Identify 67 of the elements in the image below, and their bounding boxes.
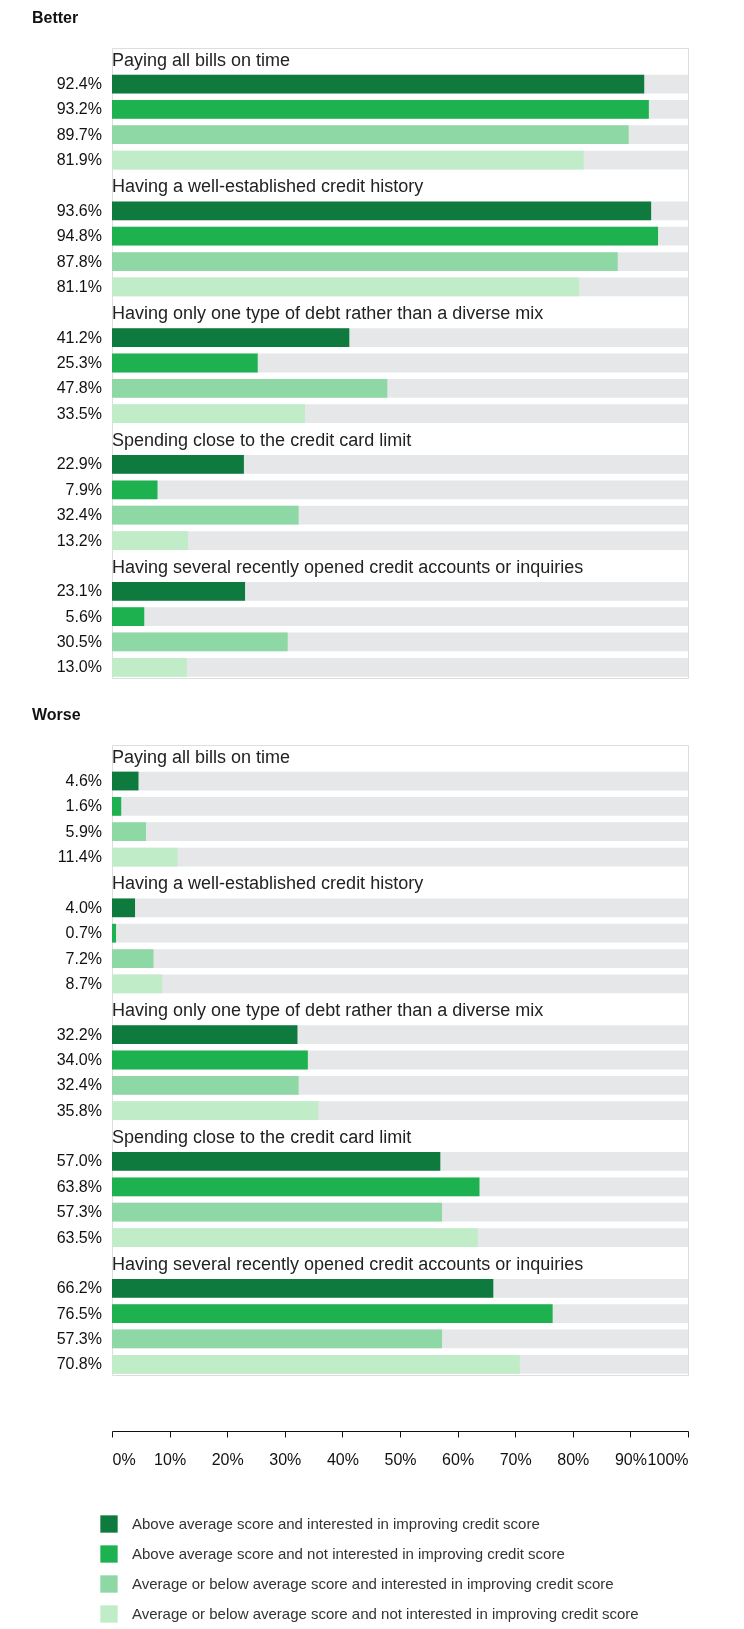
data-label: 5.6%	[65, 607, 102, 625]
legend-label: Above average score and interested in improving credit score	[132, 1515, 540, 1532]
data-label: 13.0%	[56, 658, 102, 676]
x-tick-label: 10%	[154, 1450, 187, 1468]
y-tick-label: Having several recently opened credit accounts or inquiries	[112, 556, 584, 577]
x-tick-label: 60%	[442, 1450, 475, 1468]
data-label: 22.9%	[56, 455, 102, 473]
data-label: 63.8%	[56, 1177, 102, 1195]
legend-label: Average or below average score and not interested in improving credit score	[132, 1605, 639, 1622]
data-label: 57.0%	[56, 1152, 102, 1170]
data-label: 92.4%	[56, 75, 102, 93]
data-label: 4.0%	[65, 898, 102, 916]
data-label: 32.4%	[56, 1076, 102, 1094]
x-tick-label: 80%	[557, 1450, 590, 1468]
data-label: 41.2%	[56, 328, 102, 346]
y-tick-label: Having a well-established credit history	[112, 873, 424, 894]
y-tick-label: Having a well-established credit history	[112, 176, 424, 197]
legend-label: Above average score and not interested in improving credit score	[132, 1545, 565, 1562]
chart-title: Worse	[32, 706, 81, 723]
y-tick-label: Spending close to the credit card limit	[112, 1127, 412, 1148]
data-label: 7.9%	[65, 480, 102, 498]
data-label: 93.2%	[56, 100, 102, 118]
data-label: 7.2%	[65, 949, 102, 967]
data-label: 35.8%	[56, 1101, 102, 1119]
y-tick-label: Having several recently opened credit accounts or inquiries	[112, 1253, 584, 1274]
y-tick-label: Paying all bills on time	[112, 746, 291, 767]
data-label: 81.1%	[56, 277, 102, 295]
data-label: 57.3%	[56, 1203, 102, 1221]
data-label: 63.5%	[56, 1228, 102, 1246]
x-tick-label: 40%	[326, 1450, 359, 1468]
data-label: 89.7%	[56, 125, 102, 143]
data-label: 1.6%	[65, 797, 102, 815]
data-label: 94.8%	[56, 227, 102, 245]
data-label: 93.6%	[56, 201, 102, 219]
x-tick-label: 90%	[614, 1450, 647, 1468]
data-label: 32.4%	[56, 506, 102, 524]
y-tick-label: Having only one type of debt rather than a diverse mix	[112, 303, 544, 324]
data-label: 76.5%	[56, 1304, 102, 1322]
data-label: 33.5%	[56, 404, 102, 422]
data-label: 23.1%	[56, 582, 102, 600]
data-label: 57.3%	[56, 1329, 102, 1347]
x-tick-label: 20%	[211, 1450, 244, 1468]
data-label: 32.2%	[56, 1025, 102, 1043]
data-label: 47.8%	[56, 379, 102, 397]
x-tick-label: 50%	[384, 1450, 417, 1468]
data-label: 11.4%	[57, 848, 102, 866]
legend-label: Average or below average score and interested in improving credit score	[132, 1575, 614, 1592]
data-label: 70.8%	[56, 1355, 102, 1373]
data-label: 0.7%	[65, 924, 102, 942]
y-tick-label: Spending close to the credit card limit	[112, 430, 412, 451]
x-tick-label: 0%	[112, 1450, 136, 1468]
data-label: 34.0%	[56, 1051, 102, 1068]
data-label: 13.2%	[56, 531, 102, 549]
y-tick-label: Paying all bills on time	[112, 49, 291, 70]
y-tick-label: Having only one type of debt rather than a diverse mix	[112, 1000, 544, 1021]
data-label: 30.5%	[56, 632, 102, 650]
data-label: 81.9%	[56, 151, 102, 169]
x-tick-label: 100%	[647, 1450, 689, 1468]
data-label: 5.9%	[65, 822, 102, 840]
x-tick-label: 70%	[499, 1450, 532, 1468]
data-label: 4.6%	[65, 772, 102, 790]
x-tick-label: 30%	[269, 1450, 302, 1468]
chart-title: Better	[32, 9, 79, 26]
data-label: 25.3%	[56, 354, 102, 371]
data-label: 66.2%	[56, 1279, 102, 1297]
data-label: 87.8%	[56, 252, 102, 270]
data-label: 8.7%	[65, 974, 102, 992]
